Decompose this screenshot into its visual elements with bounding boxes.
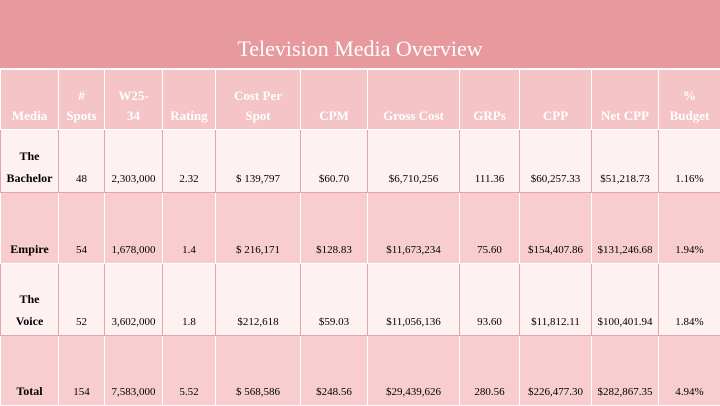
- header-line: CPM: [319, 108, 349, 123]
- header-cpm: CPM: [301, 70, 368, 130]
- header-line: Rating: [170, 108, 208, 123]
- cell-cost-per-spot: $ 139,797: [216, 130, 301, 193]
- cell-budget: 4.94%: [659, 336, 720, 406]
- media-cell: Total: [1, 336, 59, 406]
- header-media: Media: [1, 70, 59, 130]
- cell-rating: 1.8: [163, 264, 216, 336]
- cell-w25-34: 2,303,000: [105, 130, 163, 193]
- media-overview-table: Media # Spots W25- 34 Rating Cost Per Sp…: [0, 69, 720, 406]
- header-line: Spots: [66, 108, 96, 123]
- table-row-the-voice: The Voice 52 3,602,000 1.8 $212,618 $59.…: [1, 264, 720, 336]
- header-gross-cost: Gross Cost: [368, 70, 460, 130]
- header-line: Gross Cost: [383, 108, 444, 123]
- cell-spots: 52: [59, 264, 105, 336]
- header-line: 34: [127, 108, 140, 123]
- cell-cpm: $128.83: [301, 193, 368, 264]
- header-line: Media: [12, 108, 47, 123]
- header-budget: % Budget: [659, 70, 720, 130]
- header-spots: # Spots: [59, 70, 105, 130]
- cell-rating: 2.32: [163, 130, 216, 193]
- cell-net-cpp: $51,218.73: [592, 130, 659, 193]
- cell-cost-per-spot: $212,618: [216, 264, 301, 336]
- cell-cpp: $226,477.30: [520, 336, 592, 406]
- media-name-line: Total: [16, 384, 42, 398]
- cell-grps: 111.36: [460, 130, 520, 193]
- cell-rating: 5.52: [163, 336, 216, 406]
- table-row-total: Total 154 7,583,000 5.52 $ 568,586 $248.…: [1, 336, 720, 406]
- cell-net-cpp: $100,401.94: [592, 264, 659, 336]
- cell-rating: 1.4: [163, 193, 216, 264]
- header-line: GRPs: [473, 108, 506, 123]
- cell-cpm: $60.70: [301, 130, 368, 193]
- media-name-line: Empire: [10, 242, 48, 256]
- cell-net-cpp: $282,867.35: [592, 336, 659, 406]
- cell-cpp: $11,812.11: [520, 264, 592, 336]
- media-name-line: Bachelor: [7, 171, 53, 185]
- media-name-line: The: [19, 292, 39, 306]
- cell-w25-34: 3,602,000: [105, 264, 163, 336]
- cell-cost-per-spot: $ 568,586: [216, 336, 301, 406]
- header-line: %: [683, 88, 696, 103]
- title-bar: Television Media Overview: [0, 0, 720, 69]
- header-row: Media # Spots W25- 34 Rating Cost Per Sp…: [1, 70, 720, 130]
- cell-grps: 75.60: [460, 193, 520, 264]
- media-cell: The Bachelor: [1, 130, 59, 193]
- header-rating: Rating: [163, 70, 216, 130]
- header-line: W25-: [118, 88, 148, 103]
- cell-budget: 1.94%: [659, 193, 720, 264]
- header-line: #: [78, 88, 85, 103]
- header-cost-per-spot: Cost Per Spot: [216, 70, 301, 130]
- table-row-empire: Empire 54 1,678,000 1.4 $ 216,171 $128.8…: [1, 193, 720, 264]
- header-net-cpp: Net CPP: [592, 70, 659, 130]
- header-line: Budget: [670, 108, 710, 123]
- cell-grps: 280.56: [460, 336, 520, 406]
- media-cell: Empire: [1, 193, 59, 264]
- header-line: Spot: [245, 108, 270, 123]
- cell-gross-cost: $11,056,136: [368, 264, 460, 336]
- table-row-the-bachelor: The Bachelor 48 2,303,000 2.32 $ 139,797…: [1, 130, 720, 193]
- header-cpp: CPP: [520, 70, 592, 130]
- cell-gross-cost: $6,710,256: [368, 130, 460, 193]
- media-name-line: Voice: [16, 314, 44, 328]
- cell-cost-per-spot: $ 216,171: [216, 193, 301, 264]
- cell-spots: 54: [59, 193, 105, 264]
- cell-grps: 93.60: [460, 264, 520, 336]
- cell-cpm: $248.56: [301, 336, 368, 406]
- cell-budget: 1.84%: [659, 264, 720, 336]
- cell-w25-34: 7,583,000: [105, 336, 163, 406]
- cell-cpp: $60,257.33: [520, 130, 592, 193]
- cell-budget: 1.16%: [659, 130, 720, 193]
- header-line: Cost Per: [234, 88, 282, 103]
- cell-cpm: $59.03: [301, 264, 368, 336]
- header-line: Net CPP: [601, 108, 649, 123]
- cell-net-cpp: $131,246.68: [592, 193, 659, 264]
- cell-gross-cost: $29,439,626: [368, 336, 460, 406]
- cell-gross-cost: $11,673,234: [368, 193, 460, 264]
- header-grps: GRPs: [460, 70, 520, 130]
- media-cell: The Voice: [1, 264, 59, 336]
- cell-spots: 48: [59, 130, 105, 193]
- cell-w25-34: 1,678,000: [105, 193, 163, 264]
- header-w25-34: W25- 34: [105, 70, 163, 130]
- page-title: Television Media Overview: [0, 36, 720, 62]
- cell-spots: 154: [59, 336, 105, 406]
- media-name-line: The: [19, 149, 39, 163]
- cell-cpp: $154,407.86: [520, 193, 592, 264]
- header-line: CPP: [543, 108, 568, 123]
